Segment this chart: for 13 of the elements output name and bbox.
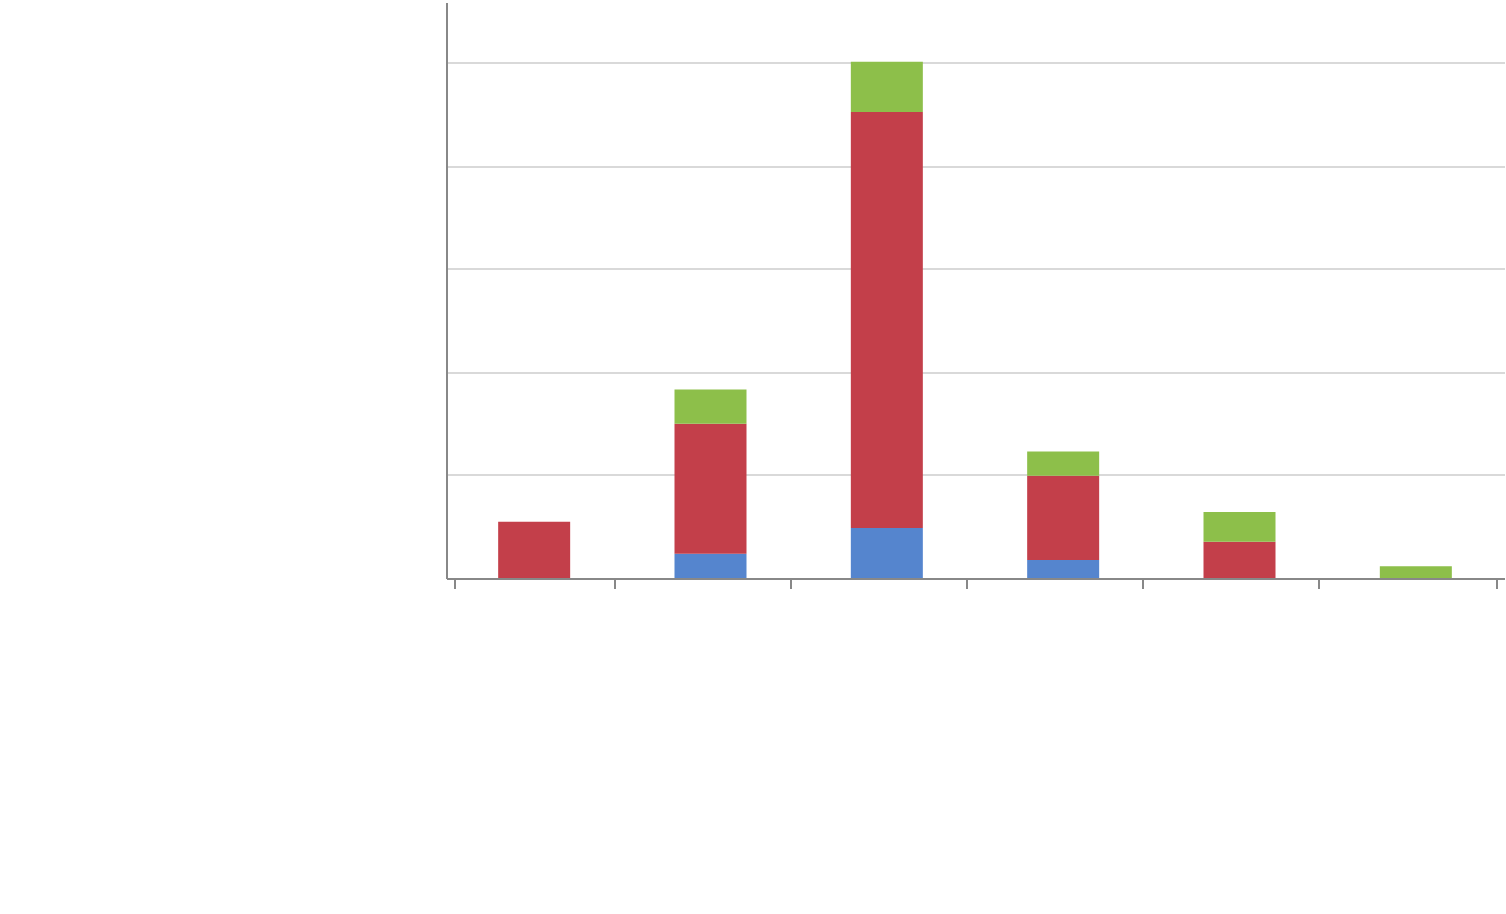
bar bbox=[1203, 541, 1276, 578]
bar bbox=[498, 521, 571, 578]
bar bbox=[850, 111, 923, 528]
bar bbox=[674, 389, 747, 424]
bar bbox=[674, 423, 747, 554]
bar bbox=[850, 527, 923, 578]
bar bbox=[1379, 566, 1452, 578]
bar bbox=[1027, 451, 1100, 476]
bar bbox=[850, 61, 923, 112]
bar bbox=[674, 553, 747, 578]
bar bbox=[1027, 559, 1100, 578]
bar bbox=[1203, 511, 1276, 542]
bar bbox=[1027, 475, 1100, 560]
